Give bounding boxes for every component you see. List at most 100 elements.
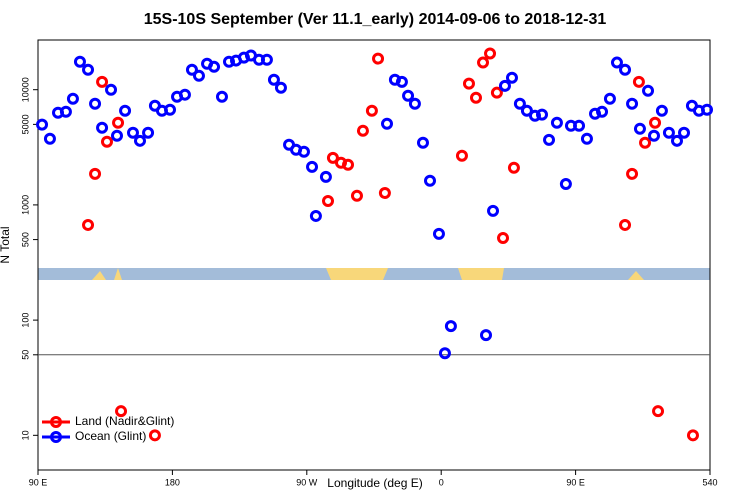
map-strip (38, 268, 710, 280)
data-point (498, 79, 511, 92)
data-point (73, 55, 86, 68)
y-tick-label: 100 (20, 313, 30, 328)
data-point (59, 105, 72, 118)
data-point (424, 174, 436, 187)
y-tick-label: 10 (20, 430, 30, 440)
data-point (110, 129, 123, 142)
data-point (356, 124, 369, 137)
data-point (462, 77, 475, 90)
data-point (686, 429, 699, 442)
data-point (115, 405, 128, 418)
data-point (36, 118, 49, 131)
data-point (89, 97, 102, 110)
data-point (655, 104, 668, 117)
legend-label: Ocean (Glint) (75, 429, 146, 443)
data-point (520, 104, 533, 117)
data-point (619, 63, 632, 76)
data-point (164, 103, 177, 116)
data-point (185, 63, 198, 76)
data-point (513, 97, 526, 110)
data-point (119, 104, 132, 117)
chart-title: 15S-10S September (Ver 11.1_early) 2014-… (144, 11, 607, 28)
data-point (342, 158, 355, 171)
data-point (408, 97, 421, 110)
x-tick-label: 90 E (566, 477, 585, 487)
data-point (380, 117, 393, 130)
data-point (550, 116, 563, 129)
data-point (96, 121, 109, 134)
data-point (610, 56, 623, 69)
data-point (142, 126, 155, 139)
data-point (297, 145, 310, 158)
data-point (43, 132, 56, 145)
data-point (267, 73, 280, 86)
data-point (306, 160, 319, 173)
data-point (701, 103, 714, 116)
x-axis-label: Longitude (deg E) (327, 476, 422, 490)
data-point (274, 81, 287, 94)
data-point (222, 55, 235, 68)
data-point (477, 56, 490, 69)
data-point (528, 109, 541, 122)
data-point (596, 105, 609, 118)
y-tick-label: 50 (20, 350, 30, 360)
data-point (444, 320, 457, 333)
data-point (432, 227, 445, 240)
land-strip (114, 268, 122, 280)
land-strip (92, 271, 106, 280)
data-point (112, 116, 125, 129)
data-point (648, 129, 660, 142)
data-point (82, 63, 95, 76)
data-point (626, 167, 639, 180)
x-tick-label: 90 W (296, 477, 318, 487)
data-point (455, 149, 468, 162)
y-tick-label: 500 (20, 232, 30, 247)
data-point (469, 91, 482, 104)
data-point (133, 134, 146, 147)
data-point (678, 126, 691, 139)
x-tick-label: 180 (165, 477, 180, 487)
data-point (626, 97, 639, 110)
x-tick-label: 90 E (29, 477, 48, 487)
data-point (96, 75, 109, 88)
data-point (309, 209, 322, 222)
data-point (487, 204, 500, 217)
data-point (649, 116, 662, 129)
x-tick-label: 0 (439, 477, 444, 487)
data-point (619, 218, 632, 231)
data-point (632, 75, 645, 88)
data-point (507, 161, 520, 174)
data-point (319, 170, 332, 183)
land-strip (458, 268, 504, 280)
legend-marker (50, 416, 62, 428)
data-point (260, 53, 273, 66)
data-point (484, 47, 497, 60)
data-point (490, 86, 503, 99)
y-axis-label: N Total (0, 226, 12, 263)
data-point (322, 195, 335, 208)
legend-marker (50, 431, 62, 443)
data-point (559, 177, 572, 190)
data-point (642, 84, 655, 97)
y-tick-label: 5000 (20, 114, 30, 134)
plot-frame (37, 39, 711, 471)
data-point (543, 133, 556, 146)
land-strip (326, 268, 388, 280)
data-point (633, 122, 646, 135)
data-point (372, 52, 385, 65)
data-point (670, 134, 683, 147)
data-point (497, 232, 510, 245)
data-point (505, 71, 518, 84)
data-point (89, 167, 102, 180)
data-point (573, 119, 586, 132)
x-tick-label: 540 (702, 477, 717, 487)
data-point (192, 69, 205, 82)
data-point (105, 83, 118, 96)
data-point (208, 60, 221, 73)
data-point (603, 92, 616, 105)
data-point (100, 135, 113, 148)
data-point (416, 136, 429, 149)
data-point (395, 75, 408, 88)
data-point (536, 108, 548, 121)
